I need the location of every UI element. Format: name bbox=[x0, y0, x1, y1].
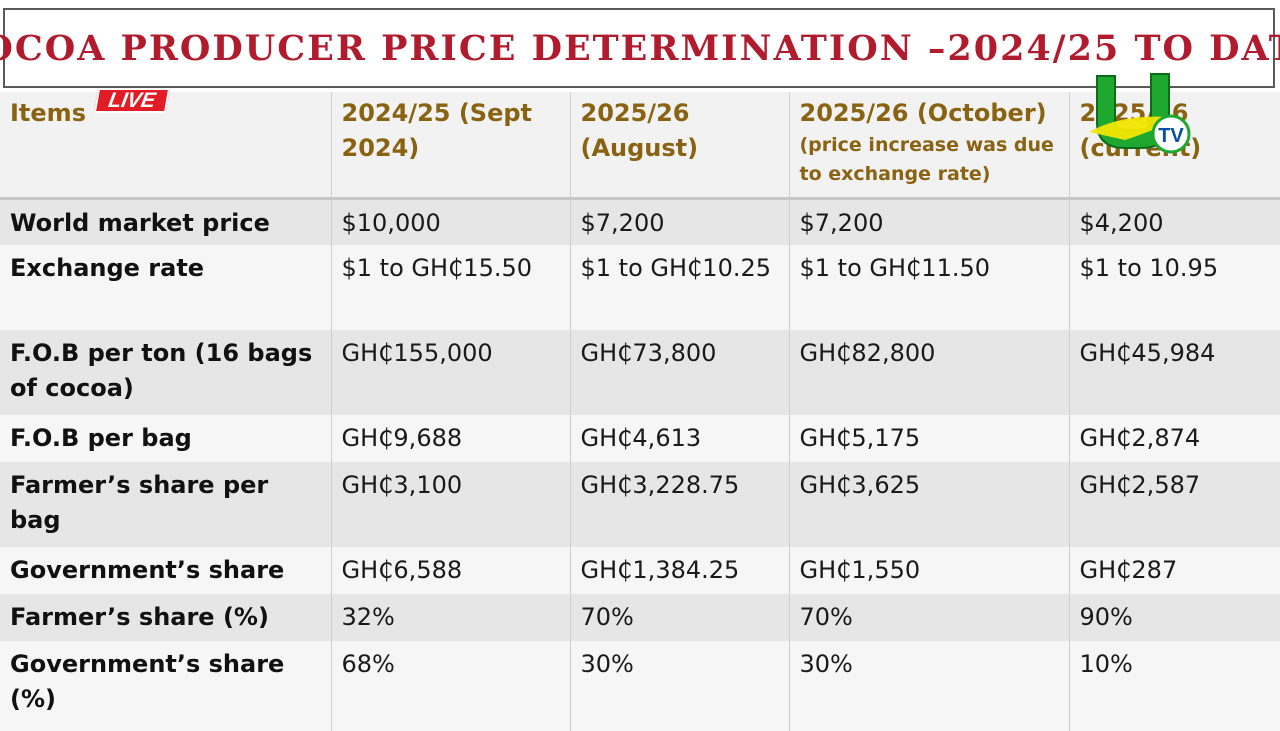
table-row: Government’s share (%) 68% 30% 30% 10% bbox=[0, 641, 1280, 731]
row-label: Farmer’s share per bag bbox=[0, 462, 332, 547]
table-cell: GH₵73,800 bbox=[570, 330, 790, 415]
row-label: Exchange rate bbox=[0, 245, 332, 330]
row-label: Farmer’s share (%) bbox=[0, 594, 332, 641]
table-row: F.O.B per ton (16 bags of cocoa) GH₵155,… bbox=[0, 330, 1280, 415]
table-cell: GH₵5,175 bbox=[789, 415, 1070, 462]
table-cell: 30% bbox=[789, 641, 1070, 731]
table-cell: 32% bbox=[331, 594, 571, 641]
row-label: Government’s share bbox=[0, 547, 332, 594]
table-row: F.O.B per bag GH₵9,688 GH₵4,613 GH₵5,175… bbox=[0, 415, 1280, 462]
table-cell: GH₵45,984 bbox=[1069, 330, 1280, 415]
table-header-row: Items 2024/25 (Sept 2024) 2025/26 (Augus… bbox=[0, 92, 1280, 200]
header-2025-26-august: 2025/26 (August) bbox=[570, 92, 790, 200]
utv-logo-icon: TV bbox=[1089, 73, 1191, 154]
logo-text: TV bbox=[1158, 125, 1184, 147]
table-cell: 10% bbox=[1069, 641, 1280, 731]
table-cell: GH₵9,688 bbox=[331, 415, 571, 462]
table-cell: $7,200 bbox=[789, 198, 1070, 245]
table-cell: GH₵1,550 bbox=[789, 547, 1070, 594]
price-table: Items 2024/25 (Sept 2024) 2025/26 (Augus… bbox=[0, 92, 1280, 731]
table-cell: GH₵3,228.75 bbox=[570, 462, 790, 547]
table-cell: GH₵82,800 bbox=[789, 330, 1070, 415]
table-cell: GH₵1,384.25 bbox=[570, 547, 790, 594]
table-cell: $10,000 bbox=[331, 198, 571, 245]
table-row: Government’s share GH₵6,588 GH₵1,384.25 … bbox=[0, 547, 1280, 594]
table-row: Farmer’s share per bag GH₵3,100 GH₵3,228… bbox=[0, 462, 1280, 547]
table-cell: $1 to GH₵10.25 bbox=[570, 245, 790, 330]
row-label: F.O.B per ton (16 bags of cocoa) bbox=[0, 330, 332, 415]
header-october-note: (price increase was due to exchange rate… bbox=[799, 134, 1054, 185]
table-cell: 90% bbox=[1069, 594, 1280, 641]
table-row: Exchange rate $1 to GH₵15.50 $1 to GH₵10… bbox=[0, 245, 1280, 330]
row-label: Government’s share (%) bbox=[0, 641, 332, 731]
table-row: Farmer’s share (%) 32% 70% 70% 90% bbox=[0, 594, 1280, 641]
header-items: Items bbox=[0, 92, 332, 200]
table-cell: $1 to GH₵11.50 bbox=[789, 245, 1070, 330]
page-title: COCOA PRODUCER PRICE DETERMINATION –2024… bbox=[0, 27, 1280, 69]
table-cell: $1 to 10.95 bbox=[1069, 245, 1280, 330]
header-2024-25-sept: 2024/25 (Sept 2024) bbox=[331, 92, 571, 200]
table-cell: GH₵3,625 bbox=[789, 462, 1070, 547]
header-2025-26-october: 2025/26 (October) (price increase was due… bbox=[789, 92, 1070, 200]
table-cell: GH₵2,874 bbox=[1069, 415, 1280, 462]
table-row: World market price $10,000 $7,200 $7,200… bbox=[0, 198, 1280, 245]
table-cell: $1 to GH₵15.50 bbox=[331, 245, 571, 330]
table-cell: 68% bbox=[331, 641, 571, 731]
row-label: F.O.B per bag bbox=[0, 415, 332, 462]
table-cell: GH₵155,000 bbox=[331, 330, 571, 415]
table-cell: GH₵3,100 bbox=[331, 462, 571, 547]
table-cell: GH₵287 bbox=[1069, 547, 1280, 594]
table-cell: 70% bbox=[789, 594, 1070, 641]
table-cell: 30% bbox=[570, 641, 790, 731]
table-cell: $4,200 bbox=[1069, 198, 1280, 245]
table-cell: 70% bbox=[570, 594, 790, 641]
table-cell: GH₵4,613 bbox=[570, 415, 790, 462]
live-badge: LIVE bbox=[93, 88, 171, 113]
table-cell: GH₵6,588 bbox=[331, 547, 571, 594]
table-cell: $7,200 bbox=[570, 198, 790, 245]
table-cell: GH₵2,587 bbox=[1069, 462, 1280, 547]
title-banner: COCOA PRODUCER PRICE DETERMINATION –2024… bbox=[0, 8, 1280, 88]
row-label: World market price bbox=[0, 198, 332, 245]
